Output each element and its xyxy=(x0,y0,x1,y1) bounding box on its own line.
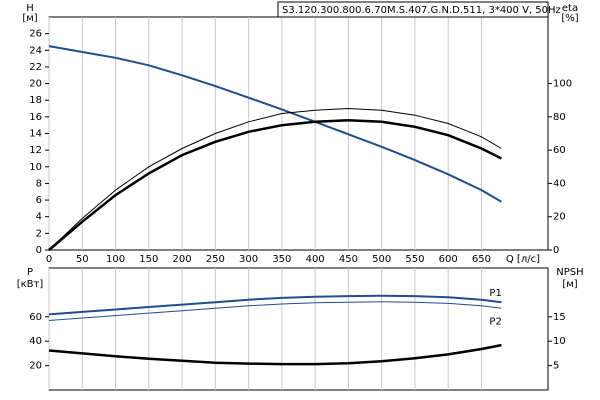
y-axis-label: P xyxy=(27,267,33,278)
y2-tick-label: 15 xyxy=(553,312,566,323)
x-tick-label: 300 xyxy=(239,254,258,265)
y-tick-label: 14 xyxy=(29,129,42,140)
y-axis-unit: [м] xyxy=(22,13,37,24)
y2-axis-unit: [м] xyxy=(562,279,577,290)
x-tick-label: 150 xyxy=(139,254,158,265)
y2-axis-label: eta xyxy=(562,3,578,14)
y-axis-unit: [кВт] xyxy=(17,279,44,290)
x-tick-label: 600 xyxy=(439,254,458,265)
y-tick-label: 20 xyxy=(29,79,42,90)
y-tick-label: 60 xyxy=(29,312,42,323)
y2-axis-label: NPSH xyxy=(556,267,583,278)
y-tick-label: 20 xyxy=(29,361,42,372)
series-label: P1 xyxy=(489,288,501,299)
x-tick-label: 50 xyxy=(76,254,89,265)
y2-tick-label: 80 xyxy=(553,112,566,123)
series-line xyxy=(48,301,502,321)
y-tick-label: 0 xyxy=(36,245,42,256)
x-tick-label: 100 xyxy=(106,254,125,265)
series-line xyxy=(48,343,502,366)
x-tick-label: 400 xyxy=(306,254,325,265)
y2-axis-unit: [%] xyxy=(561,13,578,24)
series-line xyxy=(48,294,502,316)
y-axis-label: H xyxy=(26,3,34,14)
y2-tick-label: 40 xyxy=(553,178,566,189)
y-tick-label: 18 xyxy=(29,95,42,106)
x-tick-label: 0 xyxy=(46,254,52,265)
x-tick-label: 500 xyxy=(372,254,391,265)
y2-tick-label: 5 xyxy=(553,361,559,372)
y2-tick-label: 60 xyxy=(553,145,566,156)
title-box xyxy=(277,1,549,18)
y-tick-label: 40 xyxy=(29,336,42,347)
x-tick-label: 550 xyxy=(405,254,424,265)
x-tick-label: 200 xyxy=(173,254,192,265)
series-line xyxy=(48,107,502,251)
chart-title: S3.120.300.800.6.70M.S.407.G.N.D.511, 3*… xyxy=(282,5,561,16)
x-tick-label: 350 xyxy=(272,254,291,265)
x-tick-label: 650 xyxy=(472,254,491,265)
series-line xyxy=(48,118,502,251)
y2-tick-label: 10 xyxy=(553,336,566,347)
y-tick-label: 26 xyxy=(29,29,42,40)
y-tick-label: 8 xyxy=(36,178,42,189)
y2-tick-label: 100 xyxy=(553,79,572,90)
y-tick-label: 10 xyxy=(29,162,42,173)
y2-tick-label: 20 xyxy=(553,212,566,223)
plot-frame xyxy=(48,267,549,391)
y2-tick-label: 0 xyxy=(553,245,559,256)
y-tick-label: 2 xyxy=(36,228,42,239)
series-line xyxy=(48,45,502,203)
y-tick-label: 22 xyxy=(29,62,42,73)
y-tick-label: 4 xyxy=(36,212,42,223)
y-tick-label: 12 xyxy=(29,145,42,156)
y-tick-label: 16 xyxy=(29,112,42,123)
y-tick-label: 24 xyxy=(29,45,42,56)
y-tick-label: 6 xyxy=(36,195,42,206)
series-label: P2 xyxy=(489,316,501,327)
x-axis-label: Q [л/с] xyxy=(506,254,540,265)
x-tick-label: 450 xyxy=(339,254,358,265)
x-tick-label: 250 xyxy=(206,254,225,265)
